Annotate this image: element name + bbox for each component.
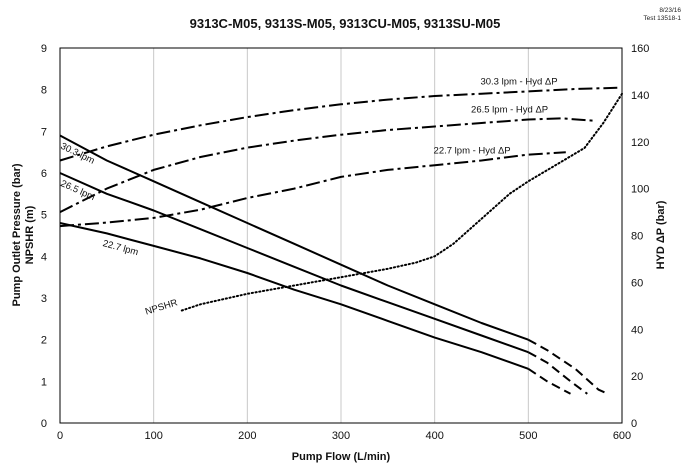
series-line-26-5-lpm-hyd-deltap [59, 117, 594, 213]
y-right-tick-label: 60 [631, 277, 643, 289]
chart-date: 8/23/16 [659, 7, 681, 14]
y-right-tick-label: 40 [631, 324, 643, 336]
ticks: 0 100 200 300 400 500 600012345678902040608010… [41, 43, 649, 442]
chart-title: 9313C-M05, 9313S-M05, 9313CU-M05, 9313SU… [190, 16, 501, 31]
x-tick-label: 500 [519, 430, 537, 442]
series-layer [59, 86, 623, 395]
series-extension-26-5-lpm [527, 351, 588, 395]
y-left-tick-label: 1 [41, 376, 47, 388]
series-extension-30-3-lpm [527, 338, 609, 395]
annotation-30-3-lpm-hyd-deltap: 30.3 lpm - Hyd ΔP [480, 76, 557, 87]
y-right-tick-label: 160 [631, 43, 649, 55]
series-line-26-5-lpm [59, 172, 529, 354]
y-right-tick-label: 20 [631, 371, 643, 383]
y-left-tick-label: 6 [41, 168, 47, 180]
y-left-tick-label: 8 [41, 85, 47, 97]
y-axis-label-right: HYD ΔP (bar) [655, 200, 667, 269]
annotation-npshr: NPSHR [144, 297, 179, 317]
x-tick-label: 100 [144, 430, 162, 442]
grid [153, 48, 529, 423]
series-line-npshr [180, 92, 623, 312]
y-left-tick-label: 2 [41, 335, 47, 347]
x-axis-label: Pump Flow (L/min) [292, 451, 391, 463]
series-extension-22-7-lpm [527, 367, 571, 395]
y-left-tick-label: 0 [41, 418, 47, 430]
x-tick-label: 200 [238, 430, 256, 442]
y-left-tick-label: 3 [41, 293, 47, 305]
y-axis-label-left-line2: NPSHR (m) [24, 205, 36, 264]
y-right-tick-label: 0 [631, 418, 637, 430]
y-right-tick-label: 80 [631, 231, 643, 243]
annotation-22-7-lpm-hyd-deltap: 22.7 lpm - Hyd ΔP [434, 146, 511, 157]
series-line-22-7-lpm-hyd-deltap [59, 151, 566, 228]
x-tick-label: 400 [425, 430, 443, 442]
y-right-tick-label: 140 [631, 90, 649, 102]
y-right-tick-label: 120 [631, 137, 649, 149]
y-right-tick-label: 100 [631, 184, 649, 196]
series-line-30-3-lpm-hyd-deltap [59, 86, 618, 162]
y-left-tick-label: 5 [41, 210, 47, 222]
y-left-tick-label: 7 [41, 126, 47, 138]
chart-test-id: Test 13518-1 [643, 15, 681, 22]
series-line-30-3-lpm [59, 134, 529, 341]
x-tick-label: 600 [613, 430, 631, 442]
x-tick-label: 0 [57, 430, 63, 442]
x-tick-label: 300 [332, 430, 350, 442]
series-line-22-7-lpm [59, 222, 529, 370]
y-left-tick-label: 4 [41, 251, 47, 263]
plot-frame [59, 47, 623, 424]
y-left-tick-label: 9 [41, 43, 47, 55]
y-axis-label-left-line1: Pump Outlet Pressure (bar) [11, 163, 23, 306]
annotation-26-5-lpm-hyd-deltap: 26.5 lpm - Hyd ΔP [471, 105, 548, 116]
